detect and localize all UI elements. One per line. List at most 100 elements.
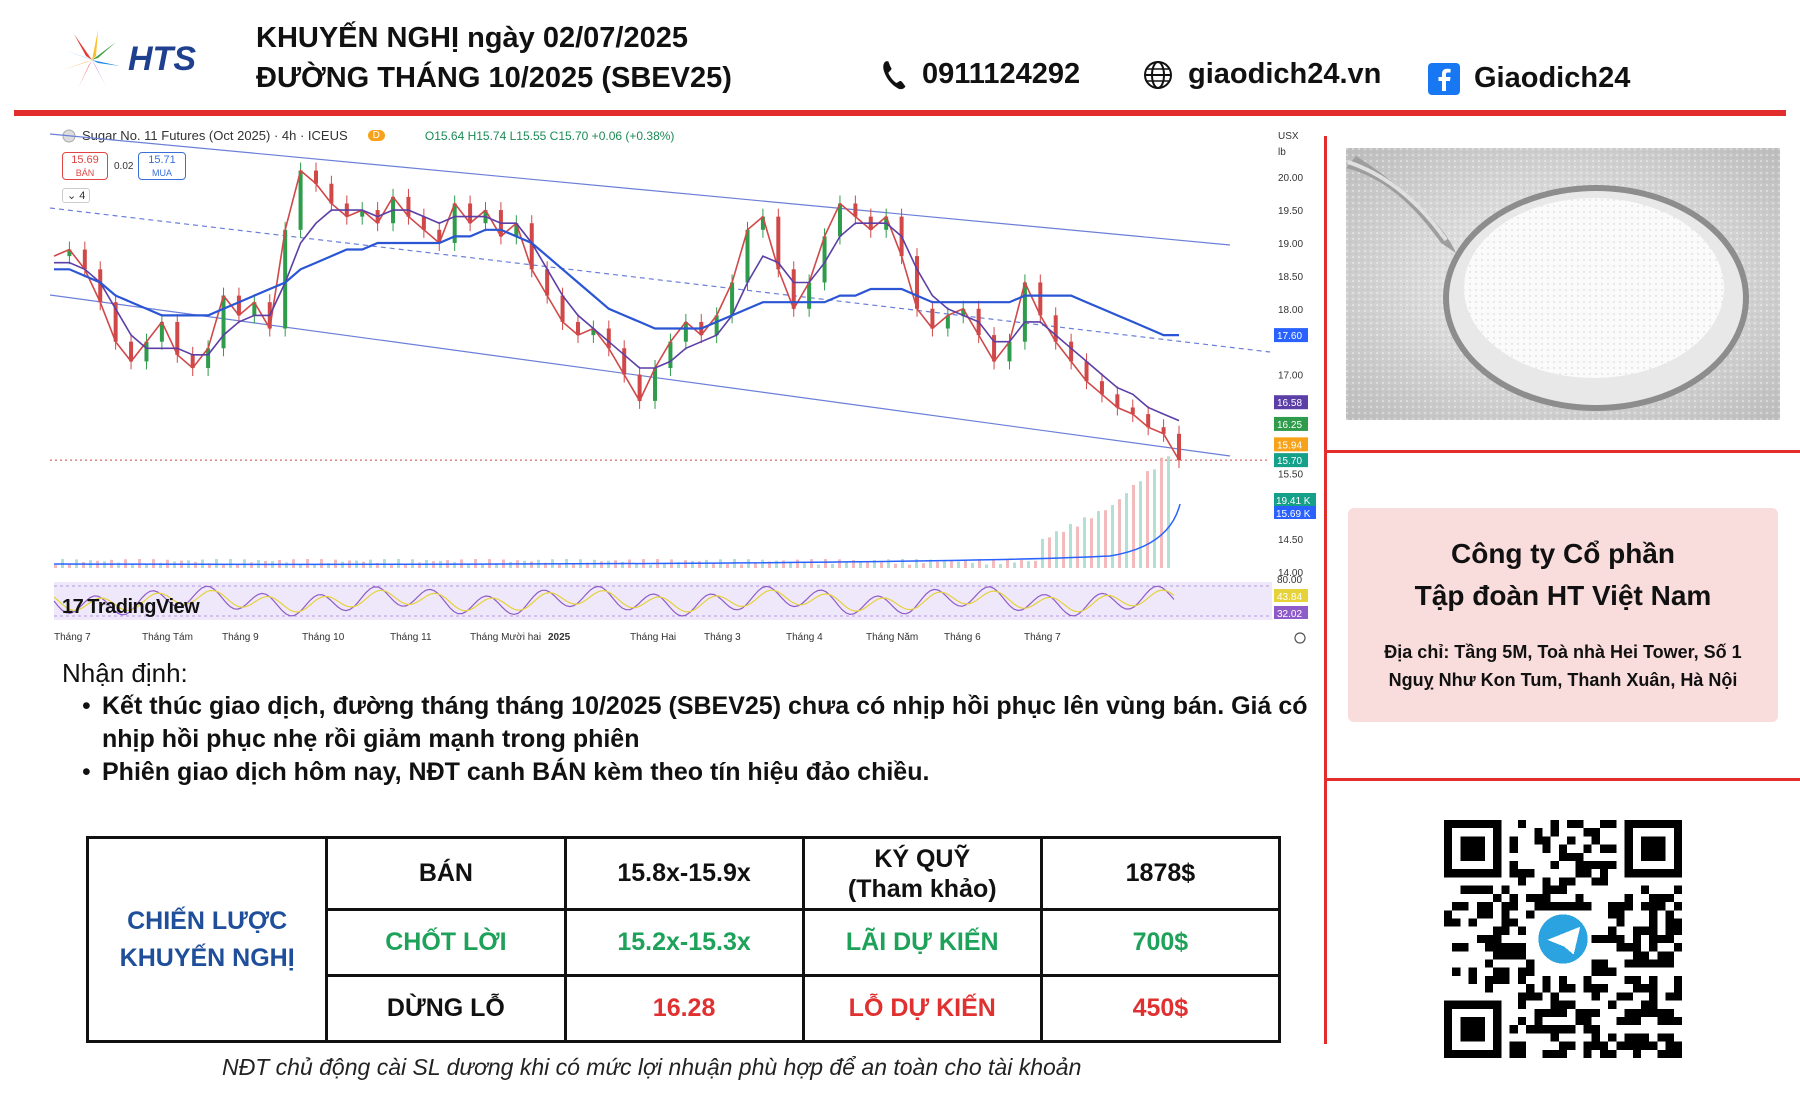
website-url: giaodich24.vn — [1188, 58, 1382, 90]
price-label-badge — [1274, 328, 1308, 343]
candle-body — [760, 216, 765, 230]
rsi-signal-line — [53, 589, 1175, 613]
volume-bar — [803, 563, 806, 568]
candle-body — [406, 196, 411, 217]
volume-bar — [236, 563, 239, 568]
volume-bar — [831, 563, 834, 568]
buy-price-button[interactable]: 15.71 MUA — [138, 152, 186, 180]
candle-body — [1177, 433, 1181, 461]
volume-bar — [922, 563, 925, 568]
candle-body — [1069, 341, 1074, 362]
strategy-label: CHIẾN LƯỢC KHUYẾN NGHỊ — [85, 836, 329, 1043]
volume-bar — [1048, 537, 1051, 568]
volume-bar — [600, 561, 603, 568]
volume-bar — [943, 560, 946, 568]
indicator-collapse-toggle[interactable]: ⌄ 4 — [62, 188, 91, 203]
candle-body — [992, 335, 997, 362]
volume-bar — [1118, 499, 1121, 568]
channel-upper-line — [50, 133, 1231, 246]
volume-bar — [208, 563, 211, 568]
volume-bar — [999, 564, 1002, 568]
volume-bar — [838, 559, 841, 568]
y-tick-label: 18.00 — [1278, 305, 1303, 316]
candle-body — [329, 183, 334, 204]
chart-symbol-bar: Sugar No. 11 Futures (Oct 2025) · 4h · I… — [62, 128, 674, 143]
candle-body — [421, 216, 426, 230]
volume-bar — [1020, 559, 1023, 568]
volume-bar — [1139, 481, 1142, 568]
volume-bar — [796, 559, 799, 568]
price-label: 16.58 — [1277, 398, 1302, 409]
volume-bar — [558, 564, 561, 568]
volume-bar — [810, 559, 813, 568]
price-label-badge — [1274, 416, 1308, 431]
volume-bar — [54, 565, 57, 568]
candle-body — [776, 216, 781, 270]
volume-bar — [663, 563, 666, 568]
volume-bar — [621, 561, 624, 568]
list-item: Kết thúc giao dịch, đường tháng tháng 10… — [82, 690, 1322, 756]
candle-body — [298, 170, 303, 230]
price-chart: 20.00 19.50 19.00 18.50 18.00 17.00 15.50 14.50… — [50, 131, 1316, 644]
volume-bar — [1160, 457, 1163, 568]
volume-bar — [754, 562, 757, 568]
volume-bar — [390, 564, 393, 568]
volume-bar — [481, 564, 484, 568]
x-tick-label: Tháng Tám — [142, 632, 193, 643]
y-tick-label: 17.00 — [1278, 371, 1303, 382]
candle-body — [175, 321, 180, 355]
candle-body — [1161, 427, 1166, 434]
volume-ma-line — [53, 503, 1181, 566]
volume-bar — [726, 564, 729, 568]
y-tick-label: 20.00 — [1278, 173, 1303, 184]
candle-body — [360, 210, 365, 217]
x-tick-label: Tháng 7 — [54, 632, 91, 643]
volume-bar — [320, 559, 323, 568]
volume-bar — [908, 564, 911, 568]
facebook-link[interactable]: Giaodich24 — [1428, 62, 1630, 95]
volume-bar — [817, 564, 820, 568]
price-label-badge — [1274, 437, 1308, 452]
candle-body — [1115, 394, 1120, 408]
volume-label: 19.41 K — [1276, 496, 1311, 507]
x-tick-label: Tháng Mười hai — [470, 632, 541, 643]
candle-body — [807, 282, 812, 309]
volume-bar — [985, 564, 988, 568]
volume-bar — [677, 562, 680, 568]
volume-bar — [383, 559, 386, 568]
y-tick-label: 19.50 — [1278, 206, 1303, 217]
phone-contact[interactable]: 0911124292 — [880, 58, 1080, 91]
volume-bar — [635, 563, 638, 568]
website-link[interactable]: giaodich24.vn — [1142, 58, 1381, 91]
volume-bar — [509, 561, 512, 568]
volume-bar — [761, 559, 764, 568]
expected-loss-value: 450$ — [1039, 974, 1282, 1043]
volume-bar — [299, 563, 302, 568]
phone-icon — [883, 60, 906, 89]
sell-price-button[interactable]: 15.69 BÁN — [62, 152, 108, 180]
rsi-label-badge — [1274, 606, 1308, 619]
volume-bar — [215, 559, 218, 568]
tradingview-logo: 17 TradingView — [62, 596, 200, 618]
price-label: 16.25 — [1277, 420, 1302, 431]
candle-body — [252, 302, 257, 316]
globe-icon — [1144, 60, 1172, 89]
volume-label-badge — [1274, 493, 1316, 506]
telegram-qr-code[interactable] — [1444, 820, 1682, 1058]
volume-bar — [572, 564, 575, 568]
volume-bar — [397, 559, 400, 568]
volume-bar — [691, 560, 694, 568]
volume-bar — [1111, 505, 1114, 568]
y-tick-label: 14.50 — [1278, 535, 1303, 546]
volume-bar — [159, 562, 162, 568]
chevron-down-icon: ⌄ — [67, 190, 77, 202]
volume-bar — [768, 561, 771, 568]
action-take-profit: CHỐT LỜI — [325, 908, 567, 977]
list-item: Phiên giao dịch hôm nay, NĐT canh BÁN kè… — [82, 756, 1322, 789]
candle-body — [129, 341, 134, 362]
candle-body — [221, 295, 226, 349]
hts-logo-icon — [62, 30, 120, 88]
volume-bar — [1146, 471, 1149, 568]
volume-bar — [306, 559, 309, 568]
